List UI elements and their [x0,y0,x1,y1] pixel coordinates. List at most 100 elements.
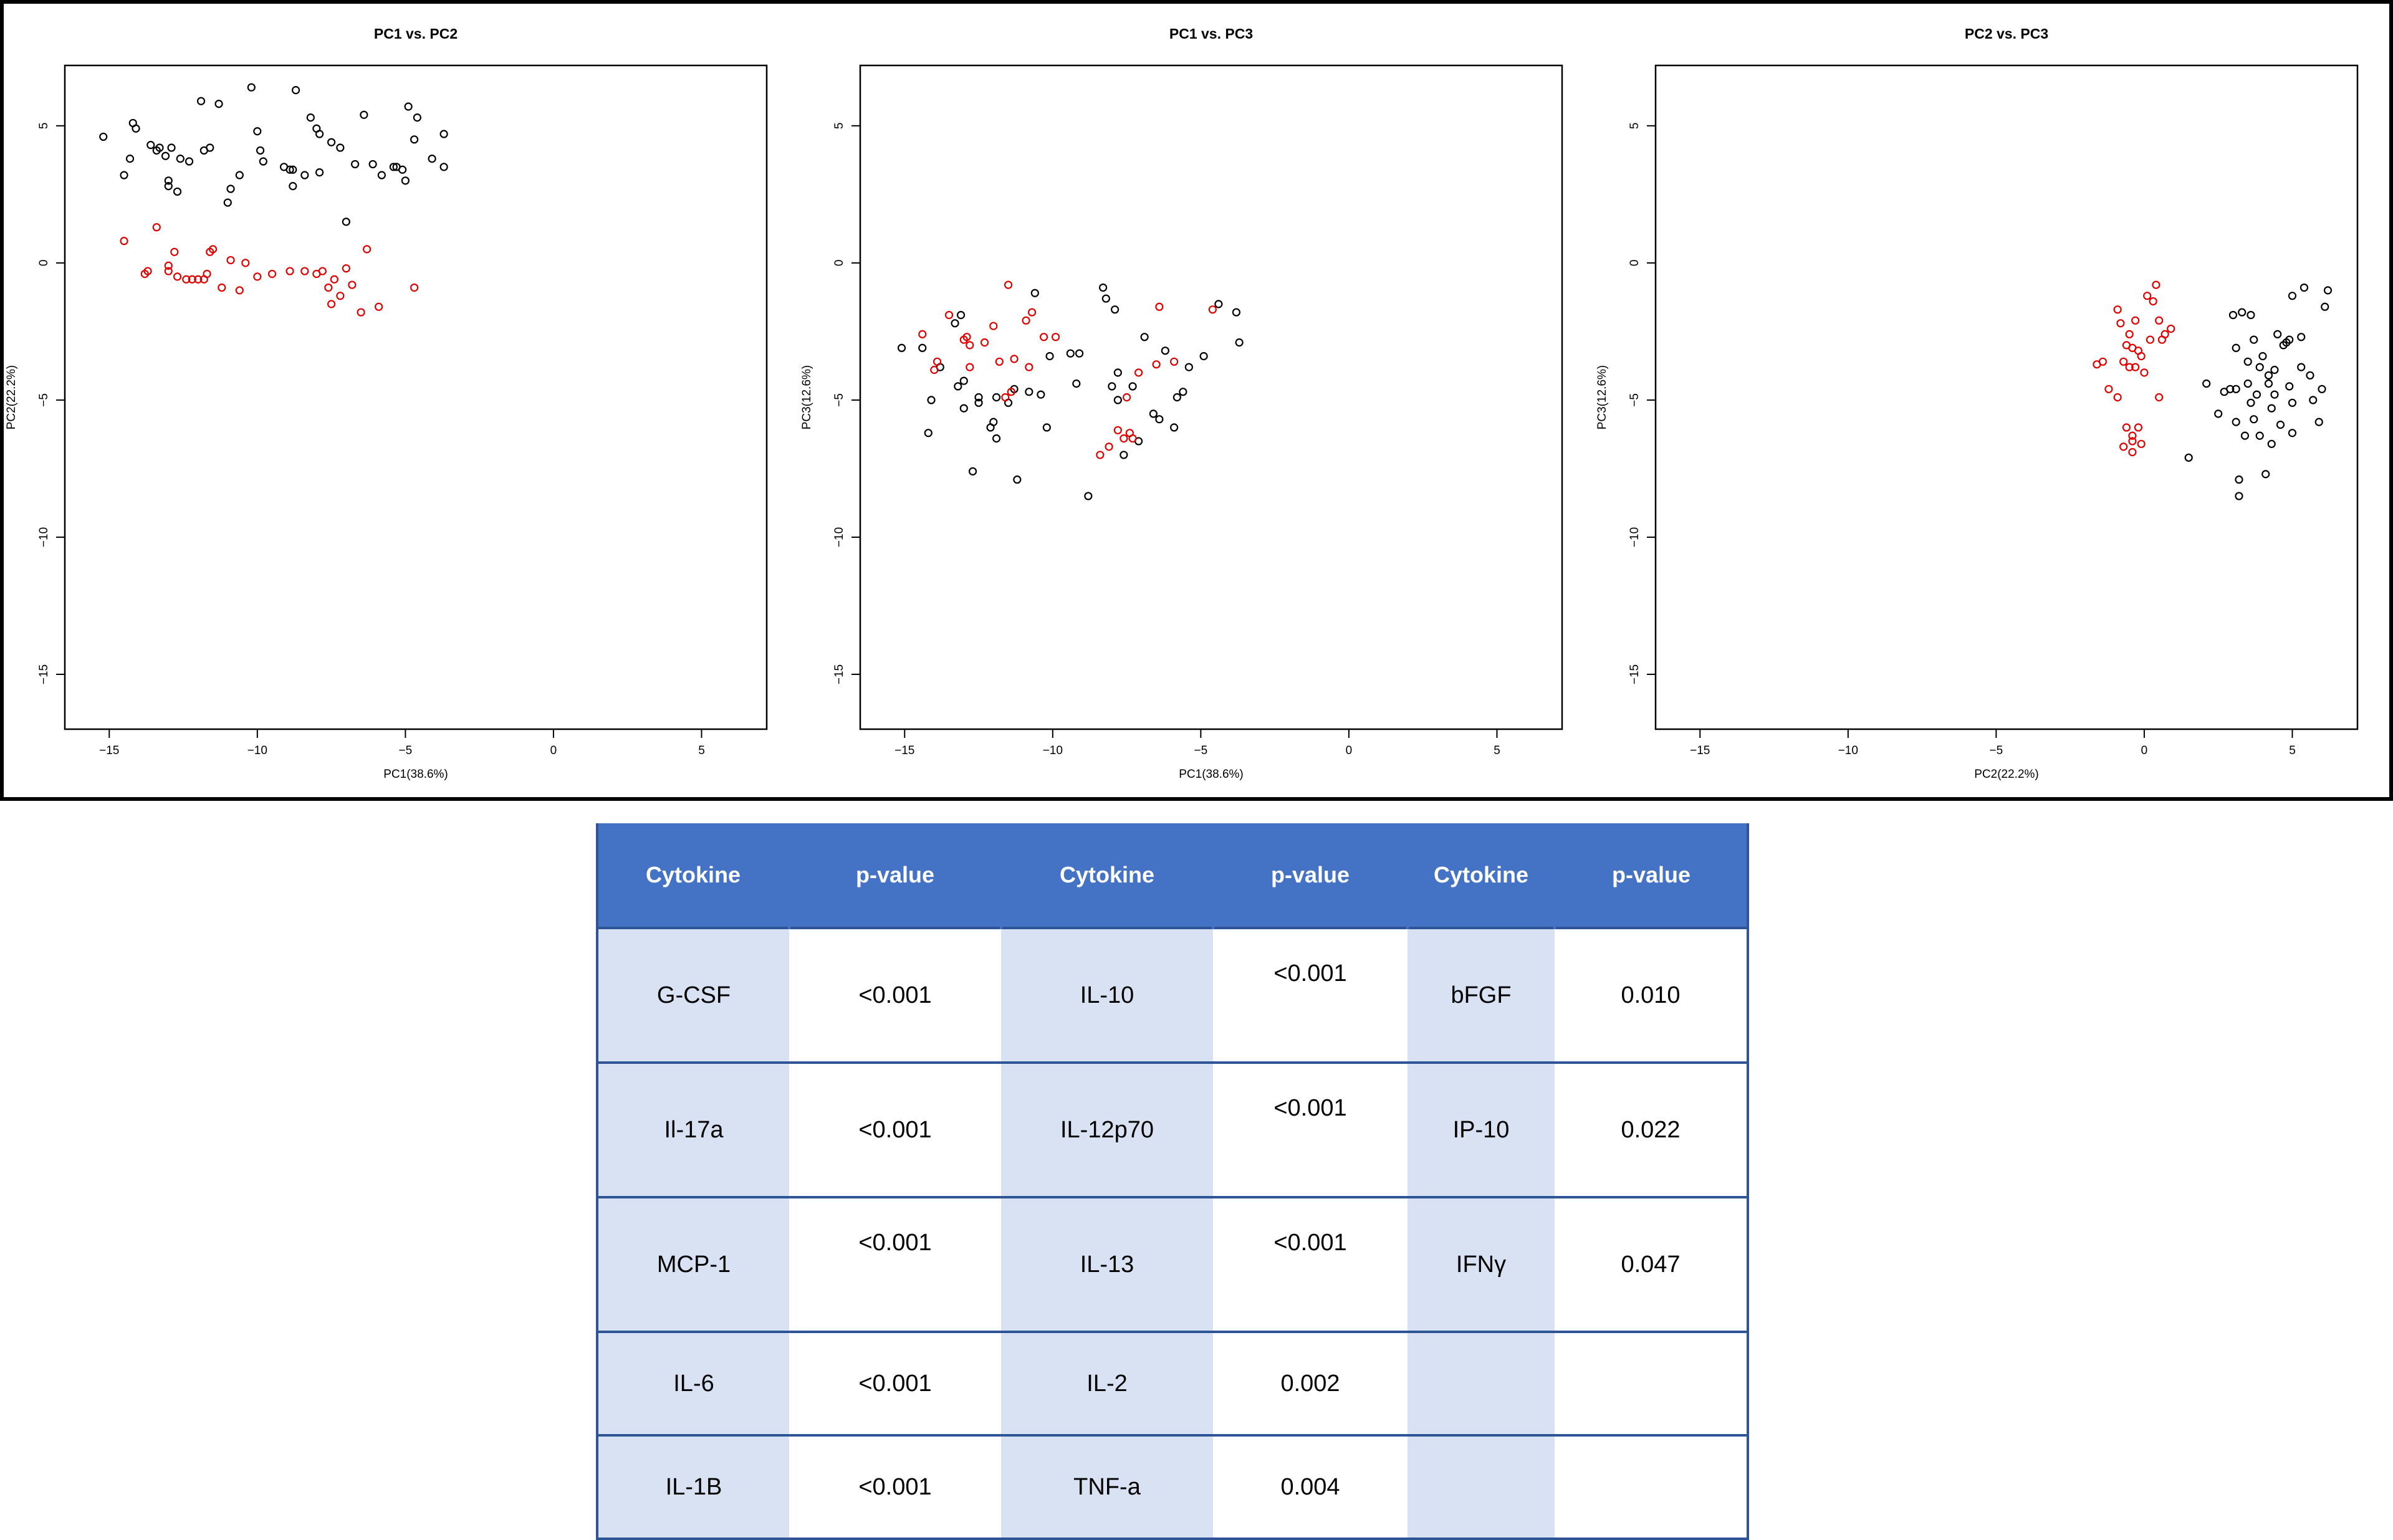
data-point [1179,388,1187,396]
data-point [146,141,155,150]
data-point [289,182,297,191]
data-point [2167,324,2175,333]
data-point [259,157,267,166]
data-point [2146,335,2155,344]
scatter-plot-2: PC1 vs. PC3 −15 −10 −5 0 5 5 0 −5 −10 −15 PC1(38.6%… [800,26,1563,781]
data-point [1128,382,1137,391]
data-point [2261,470,2270,479]
header-pvalue-2: p-value [1212,823,1409,928]
data-point [1013,475,1022,484]
cytokine-cell [1408,1331,1555,1437]
x-tick-label: 5 [698,744,705,757]
data-point [300,171,309,179]
data-point [173,272,182,281]
data-point [1022,316,1030,325]
y-tick-label: 0 [833,260,846,267]
data-point [330,275,338,284]
data-point [951,319,959,328]
data-point [218,283,226,292]
data-point [1113,426,1122,434]
data-point [2226,385,2235,393]
data-point [2297,363,2306,371]
scatter-plot-1: PC1 vs. PC2 −15 −10 −5 0 5 5 0 −5 −10 −15 PC1(38.6%… [5,26,768,781]
table-row: G-CSF <0.001 IL-10 <0.001 bFGF 0.010 [596,927,1749,1064]
data-point [1120,451,1128,459]
cytokine-cell: TNF-a [1001,1434,1213,1540]
data-point [2232,418,2240,426]
data-point [2143,292,2152,300]
data-point [2119,357,2128,366]
data-point [1161,347,1169,355]
x-tick-label: −10 [247,744,267,757]
data-point [2267,404,2276,413]
pvalue-cell: <0.001 [789,1196,1001,1333]
data-point [1235,338,1244,347]
y-tick-label: −15 [833,664,846,684]
pvalue-cell: 0.022 [1555,1061,1749,1198]
data-point [368,160,377,169]
data-point [375,302,383,311]
x-tick-label: −15 [894,744,914,757]
x-tick-label: −15 [99,744,119,757]
y-tick-label: −10 [1628,527,1641,547]
data-point [2238,308,2247,317]
data-point [2228,310,2238,320]
data-point [1105,442,1113,451]
data-point [120,237,128,246]
plot-title: PC1 vs. PC2 [374,26,458,42]
data-point [428,155,436,163]
data-point [2119,442,2128,451]
cytokine-cell: IL-12p70 [1001,1061,1213,1198]
data-point [182,275,191,284]
data-point [2306,371,2314,380]
data-point [1149,409,1158,418]
data-point [315,130,324,138]
data-point [2250,415,2258,424]
data-point [1155,415,1164,424]
data-point [1170,423,1179,432]
data-point [1039,333,1048,342]
data-point [2264,371,2273,380]
data-point [2243,379,2252,388]
data-point [2252,390,2261,399]
x-tick-label: 0 [2141,744,2148,757]
data-point [918,330,927,338]
data-point [267,269,277,279]
y-tick-label: 5 [833,123,846,130]
data-point [99,132,108,141]
data-point [2113,305,2122,314]
data-point [2137,439,2146,448]
y-tick-label: −15 [1628,664,1641,684]
data-point [253,127,262,136]
data-point [1066,349,1075,358]
data-point [2270,365,2279,375]
data-point [1025,388,1033,396]
data-point [2299,283,2309,292]
data-point [285,267,294,275]
data-point [2318,385,2326,393]
data-point [930,365,939,375]
pvalue-cell: <0.001 [1213,1196,1408,1333]
pvalue-cell: 0.010 [1555,927,1749,1064]
y-tick-label: 5 [1628,123,1641,130]
data-point [143,267,152,275]
figure-border [0,0,2393,801]
series-2 [918,280,1217,459]
data-point [1007,388,1015,396]
data-point [194,275,203,284]
data-point [2152,280,2160,289]
y-axis-label: PC3(12.6%) [1596,365,1609,430]
y-tick-label: −10 [833,527,846,547]
data-point [206,143,214,152]
data-point [1098,283,1108,292]
data-point [2258,352,2267,361]
data-point [351,160,360,169]
pvalue-cell: 0.047 [1555,1196,1749,1333]
data-point [1152,360,1161,369]
data-point [1208,305,1217,314]
plot-title: PC1 vs. PC3 [1169,26,1253,42]
data-point [1232,308,1240,317]
data-point [410,135,419,144]
data-point [2255,363,2264,371]
data-point [235,286,244,295]
